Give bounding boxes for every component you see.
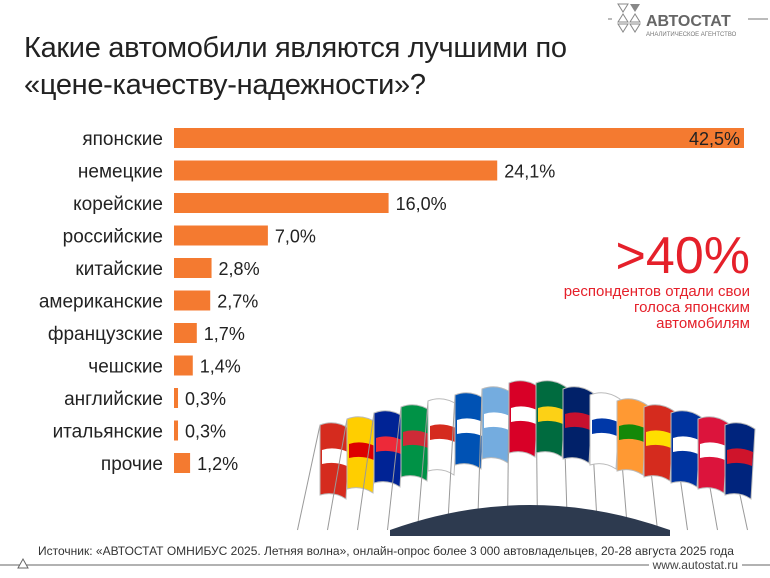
category-label: китайские [75, 259, 163, 280]
flag-pole [297, 424, 321, 531]
value-label: 1,2% [197, 454, 238, 474]
value-label: 24,1% [504, 162, 555, 182]
value-label: 7,0% [275, 227, 316, 247]
category-label: итальянские [53, 422, 163, 443]
flag-stripe [376, 436, 402, 454]
bar [174, 420, 179, 441]
bar [174, 225, 268, 246]
category-label: немецкие [78, 162, 163, 183]
flag-stripe [565, 412, 591, 430]
value-label: 42,5% [689, 129, 740, 149]
callout: >40% респондентов отдали свои голоса япо… [540, 228, 750, 332]
flag-pole [447, 394, 456, 531]
flag-stripe [349, 442, 375, 460]
category-label: чешские [88, 357, 163, 378]
flag-stripe [619, 424, 645, 442]
flag-pole [357, 412, 375, 531]
callout-text: респондентов отдали свои голоса японским… [563, 283, 750, 332]
category-label: корейские [73, 194, 163, 215]
flag-stripe [538, 406, 564, 424]
bar [174, 388, 179, 408]
flag-stripe [700, 442, 726, 460]
flag-stripe [457, 418, 483, 436]
value-label: 0,3% [185, 389, 226, 409]
category-label: французские [48, 324, 163, 345]
callout-percent: >40% [615, 227, 750, 285]
bar [174, 323, 197, 343]
category-label: американские [39, 292, 163, 313]
value-label: 0,3% [185, 422, 226, 442]
flag-pole [327, 418, 348, 531]
autostat-logo: АВТОСТАТ АНАЛИТИЧЕСКОЕ АГЕНТСТВО [608, 3, 768, 38]
source-note: Источник: «АВТОСТАТ ОМНИБУС 2025. Летняя… [38, 544, 734, 558]
bar [174, 258, 212, 278]
flags-illustration [297, 380, 756, 536]
category-label: российские [63, 227, 163, 248]
flag-pole [387, 406, 402, 531]
value-label: 2,7% [217, 292, 258, 312]
value-label: 16,0% [396, 194, 447, 214]
flag-stripe [646, 430, 672, 448]
flag-stripe [727, 448, 753, 466]
flag-stripe [673, 436, 699, 454]
logo-tagline: АНАЛИТИЧЕСКОЕ АГЕНТСТВО [646, 32, 737, 38]
category-label: японские [82, 129, 163, 150]
footer-line [0, 557, 770, 569]
bar [174, 193, 389, 213]
bar [174, 453, 191, 473]
value-label: 1,7% [204, 324, 245, 344]
value-label: 2,8% [219, 259, 260, 279]
bar [174, 128, 744, 148]
bar [174, 160, 498, 181]
website-link[interactable]: www.autostat.ru [648, 558, 742, 572]
chart-title: Какие автомобили являются лучшими по «це… [24, 32, 567, 101]
flag-stripe [484, 412, 510, 430]
flag-stripe [511, 406, 537, 424]
value-label: 1,4% [200, 357, 241, 377]
flag-pole [417, 400, 429, 531]
flag-stripe [592, 418, 618, 436]
bar [174, 290, 211, 311]
logo-name: АВТОСТАТ [646, 13, 731, 30]
flag-pole [477, 388, 483, 531]
category-label: английские [64, 389, 163, 410]
flag-stripe [403, 430, 429, 448]
category-label: прочие [101, 454, 163, 475]
flag-stripe [430, 424, 456, 442]
bar [174, 355, 193, 376]
